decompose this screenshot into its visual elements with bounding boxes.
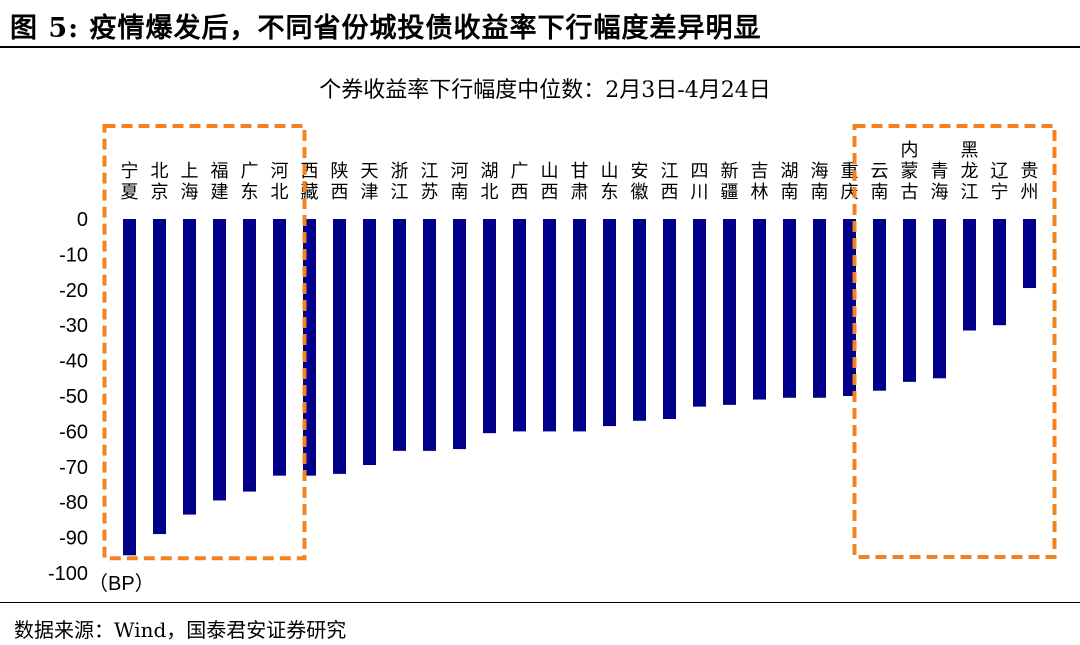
category-label: 江西 <box>661 161 679 203</box>
category-label: 江苏 <box>421 161 439 203</box>
category-label: 内蒙古 <box>901 140 919 203</box>
bar-chart: 个券收益率下行幅度中位数：2月3日-4月24日 0 -10 -20 -30 -40 -50… <box>48 78 1057 595</box>
bar <box>483 219 496 434</box>
bar <box>153 219 166 535</box>
category-label: 山东 <box>601 161 619 203</box>
category-label: 上海 <box>181 161 199 203</box>
bar <box>213 219 226 501</box>
y-tick-label: -90 <box>59 528 88 550</box>
category-label: 山西 <box>541 161 559 203</box>
category-label: 陕西 <box>331 161 349 203</box>
category-label: 天津 <box>361 161 379 203</box>
category-label: 河南 <box>451 161 469 203</box>
highlight-box <box>852 124 1057 559</box>
category-label: 广东 <box>241 161 259 203</box>
y-tick-label: -100 <box>48 563 88 585</box>
bar <box>753 219 766 400</box>
y-tick-label: -70 <box>59 457 88 479</box>
bars <box>123 219 1036 556</box>
category-label: 湖南 <box>781 161 799 203</box>
y-axis: 0 -10 -20 -30 -40 -50 -60 -70 -80 -90 -100 <box>48 209 88 585</box>
bar <box>513 219 526 432</box>
y-tick-label: -50 <box>59 386 88 408</box>
category-label: 四川 <box>691 161 709 203</box>
y-tick-label: -10 <box>59 244 88 266</box>
bar <box>1023 219 1036 289</box>
bar <box>363 219 376 466</box>
category-label: 河北 <box>271 161 289 203</box>
category-label: 福建 <box>211 161 229 203</box>
bar <box>123 219 136 556</box>
category-label: 贵州 <box>1021 161 1039 203</box>
category-label: 黑龙江 <box>961 140 979 203</box>
category-label: 甘肃 <box>571 161 589 203</box>
bar <box>543 219 556 432</box>
y-tick-label: 0 <box>77 209 88 231</box>
bar <box>423 219 436 451</box>
bar <box>903 219 916 382</box>
bar <box>453 219 466 450</box>
category-label: 青海 <box>931 161 949 203</box>
highlight-boxes <box>102 124 1057 561</box>
bar <box>333 219 346 474</box>
source-note: 数据来源：Wind，国泰君安证券研究 <box>14 618 347 642</box>
bar <box>723 219 736 405</box>
category-label: 浙江 <box>391 161 409 203</box>
bar <box>873 219 886 391</box>
bar <box>633 219 646 421</box>
category-label: 海南 <box>811 161 829 203</box>
bar <box>933 219 946 379</box>
category-label: 吉林 <box>751 161 769 203</box>
bar <box>993 219 1006 326</box>
y-tick-label: -20 <box>59 280 88 302</box>
y-axis-unit-label: （BP） <box>88 572 155 595</box>
category-label: 广西 <box>511 161 529 203</box>
bar <box>663 219 676 420</box>
bar <box>273 219 286 476</box>
chart-title: 个券收益率下行幅度中位数：2月3日-4月24日 <box>319 78 770 103</box>
bar <box>243 219 256 492</box>
bottom-rule <box>0 602 1080 603</box>
y-tick-label: -40 <box>59 351 88 373</box>
category-label: 新疆 <box>721 161 739 203</box>
bar <box>813 219 826 398</box>
highlight-box <box>102 124 307 561</box>
bar <box>693 219 706 407</box>
category-label: 北京 <box>151 161 169 203</box>
figure-title: 图 5: 疫情爆发后，不同省份城投债收益率下行幅度差异明显 <box>10 13 762 44</box>
bar <box>603 219 616 427</box>
top-rule <box>0 46 1080 48</box>
category-label: 辽宁 <box>991 161 1009 203</box>
category-label: 湖北 <box>481 161 499 203</box>
y-tick-label: -80 <box>59 492 88 514</box>
category-label: 宁夏 <box>121 161 139 203</box>
category-labels: 宁夏北京上海福建广东河北西藏陕西天津浙江江苏河南湖北广西山西甘肃山东安徽江西四川… <box>121 140 1039 203</box>
bar <box>783 219 796 398</box>
bar <box>183 219 196 515</box>
y-tick-label: -30 <box>59 315 88 337</box>
bar <box>573 219 586 432</box>
category-label: 安徽 <box>631 161 649 203</box>
bar <box>963 219 976 331</box>
bar <box>393 219 406 451</box>
category-label: 云南 <box>871 161 889 203</box>
y-tick-label: -60 <box>59 421 88 443</box>
